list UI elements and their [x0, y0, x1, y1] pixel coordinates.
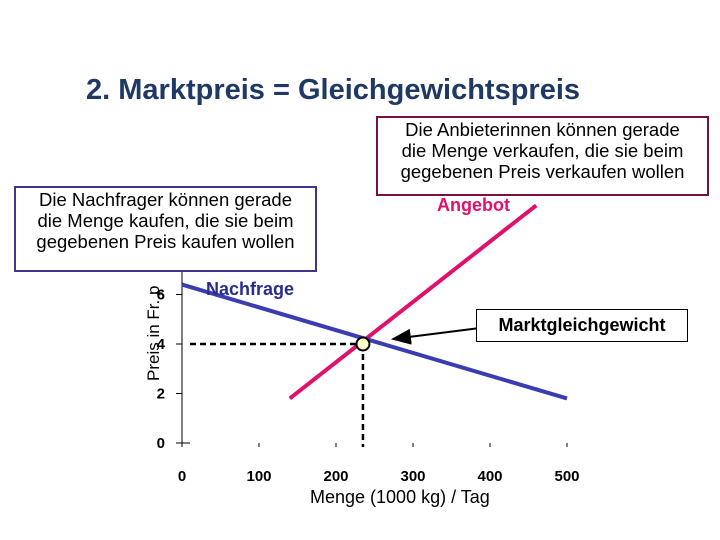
callout-supply-line: die Menge verkaufen, die sie beim [401, 140, 684, 161]
y-tick-label: 4 [157, 336, 166, 353]
x-tick-label: 500 [554, 468, 579, 485]
page-title: 2. Marktpreis = Gleichgewichtspreis [86, 74, 581, 106]
equilibrium-arrow [390, 327, 481, 345]
callout-supply-line: Die Anbieterinnen können gerade [405, 119, 680, 140]
equilibrium-point [355, 336, 371, 352]
series-label-nachfrage: Nachfrage [206, 279, 295, 299]
y-tick-label: 6 [157, 287, 165, 304]
x-tick-label: 200 [323, 468, 348, 485]
y-tick-label: 0 [157, 435, 165, 452]
equilibrium-label-box: Marktgleichgewicht [476, 309, 688, 342]
x-tick-label: 300 [400, 468, 425, 485]
callout-demand-line: Die Nachfrager können gerade [39, 189, 292, 210]
x-axis-label: Menge (1000 kg) / Tag [310, 487, 490, 507]
y-tick-label: 2 [157, 386, 165, 403]
callout-supply-line: gegebenen Preis verkaufen wollen [400, 161, 685, 182]
callout-supply: Die Anbieterinnen können gerade die Meng… [376, 116, 709, 196]
callout-demand-line: gegebenen Preis kaufen wollen [36, 231, 295, 252]
callout-demand: Die Nachfrager können gerade die Menge k… [14, 186, 317, 272]
x-tick-label: 0 [178, 468, 186, 485]
y-axis-label: Preis in Fr. p [144, 285, 163, 381]
series-line-angebot [288, 203, 538, 401]
callout-demand-line: die Menge kaufen, die sie beim [37, 210, 294, 231]
x-tick-label: 400 [477, 468, 502, 485]
x-tick-label: 100 [246, 468, 271, 485]
series-line-nachfrage [181, 282, 568, 401]
series-label-angebot: Angebot [437, 195, 510, 215]
